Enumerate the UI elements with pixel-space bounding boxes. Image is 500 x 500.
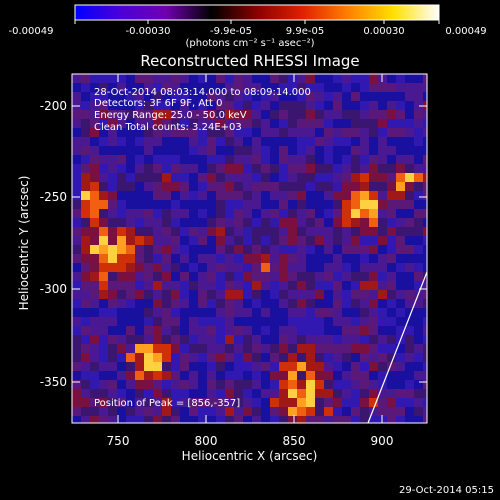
clean-info: Clean Total counts: 3.24E+03 bbox=[94, 122, 242, 133]
colorbar-tick-label: 0.00030 bbox=[363, 26, 405, 37]
time-range: 28-Oct-2014 08:03:14.000 to 08:09:14.000 bbox=[94, 87, 311, 98]
y-axis-label: Heliocentric Y (arcsec) bbox=[17, 175, 31, 311]
image-pixels bbox=[72, 74, 427, 423]
energy-range: Energy Range: 25.0 - 50.0 keV bbox=[94, 110, 247, 121]
footer-timestamp: 29-Oct-2014 05:15 bbox=[399, 485, 494, 496]
x-axis-label: Heliocentric X (arcsec) bbox=[181, 449, 318, 463]
axis-ticks bbox=[72, 74, 427, 423]
x-tick-label: 900 bbox=[370, 434, 394, 448]
x-tick-label: 850 bbox=[282, 434, 306, 448]
solar-limb bbox=[367, 271, 428, 424]
x-tick-label: 800 bbox=[194, 434, 218, 448]
x-tick-label: 750 bbox=[106, 434, 130, 448]
colorbar-tick-label: 0.00049 bbox=[445, 26, 487, 37]
colorbar-tick-label: -0.00030 bbox=[125, 26, 171, 37]
colorbar bbox=[74, 4, 440, 21]
colorbar-tick-label: -9.9e-05 bbox=[210, 26, 252, 37]
plot-title: Reconstructed RHESSI Image bbox=[140, 52, 360, 70]
colorbar-tick-label: -0.00049 bbox=[8, 26, 54, 37]
detectors-info: Detectors: 3F 6F 9F, Att 0 bbox=[94, 98, 223, 109]
y-tick-label: -350 bbox=[39, 375, 67, 389]
colorbar-ticks bbox=[74, 20, 440, 24]
y-tick-label: -250 bbox=[39, 190, 67, 204]
y-tick-label: -300 bbox=[39, 282, 67, 296]
colorbar-tick-label: 9.9e-05 bbox=[285, 26, 325, 37]
peak-position: Position of Peak = [856,-357] bbox=[94, 398, 241, 409]
colorbar-units: (photons cm⁻² s⁻¹ asec⁻²) bbox=[185, 38, 315, 49]
y-tick-label: -200 bbox=[39, 99, 67, 113]
plot-frame bbox=[71, 73, 428, 424]
